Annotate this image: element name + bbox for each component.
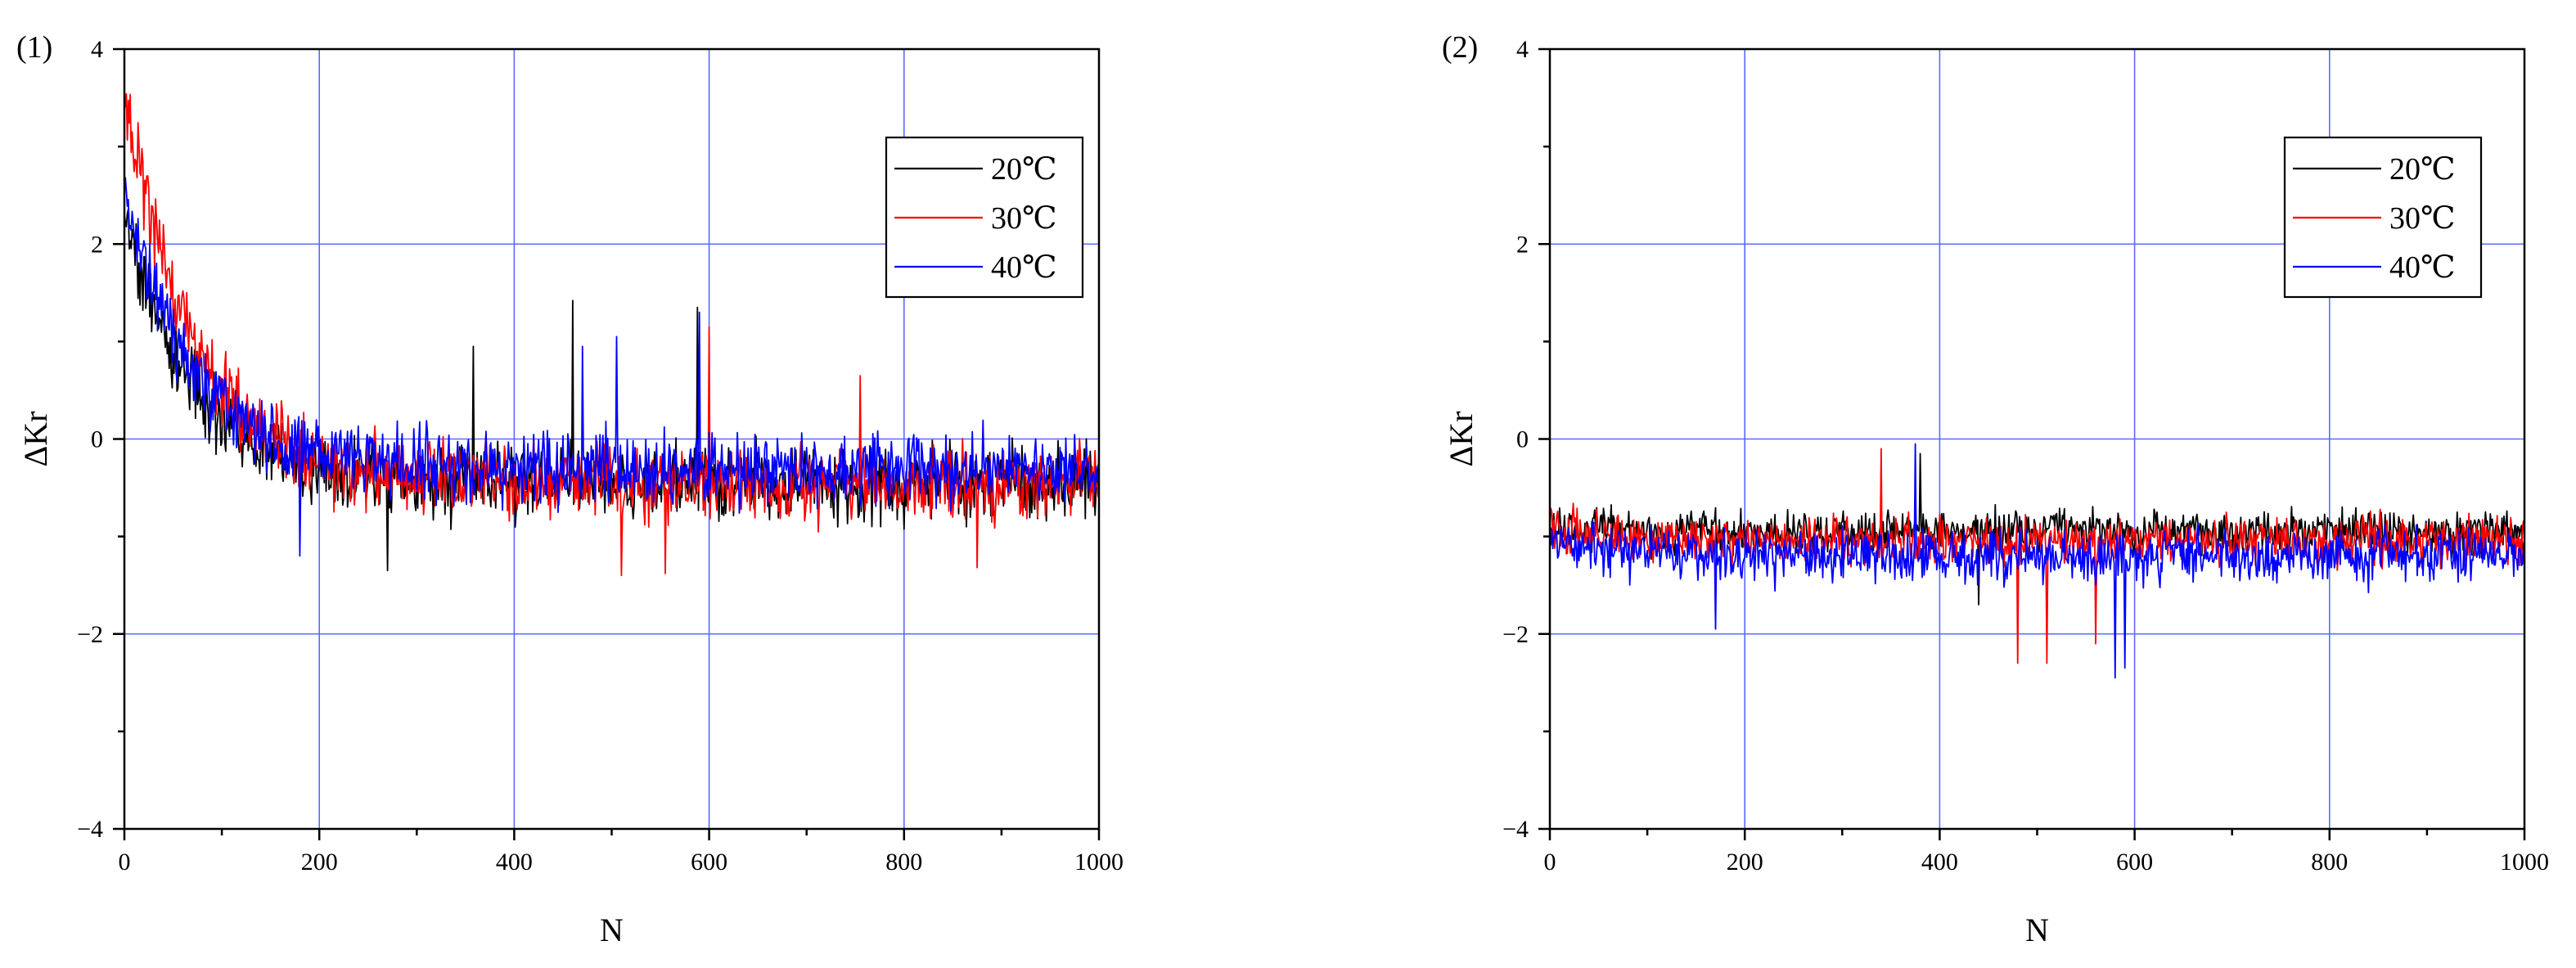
legend-label: 40℃ — [991, 250, 1057, 285]
legend-label: 20℃ — [991, 152, 1057, 187]
legend-label: 20℃ — [2389, 152, 2456, 187]
chart-panel-2: 0 200 400 600 800 1000 −4 −2 0 2 4 N ΔKr (2) 20℃ 30℃ 40℃ — [1442, 30, 2549, 948]
x-tick-label: 800 — [885, 849, 922, 876]
x-tick-label: 200 — [301, 849, 338, 876]
x-axis-title: N — [2025, 912, 2049, 948]
y-tick-label: 0 — [91, 426, 103, 453]
y-tick-label: 4 — [1516, 36, 1529, 63]
x-tick-label: 1000 — [2500, 849, 2549, 876]
legend: 20℃ 30℃ 40℃ — [885, 136, 1084, 299]
y-tick-label: 4 — [91, 36, 103, 63]
x-tick-label: 400 — [1921, 849, 1958, 876]
y-tick-label: −4 — [77, 816, 103, 843]
panel-label: (1) — [16, 30, 52, 65]
y-tick-label: −2 — [1502, 621, 1529, 648]
x-tick-label: 1000 — [1074, 849, 1124, 876]
y-tick-label: −2 — [77, 621, 103, 648]
y-tick-label: 0 — [1516, 426, 1529, 453]
series-line-3 — [124, 177, 1099, 557]
x-axis-title: N — [600, 912, 624, 948]
x-tick-label: 0 — [1544, 849, 1556, 876]
series-line-3 — [1550, 443, 2524, 679]
x-tick-label: 400 — [496, 849, 533, 876]
y-axis-title: ΔKr — [1443, 412, 1479, 467]
x-tick-label: 600 — [2116, 849, 2153, 876]
x-tick-label: 800 — [2311, 849, 2348, 876]
legend: 20℃ 30℃ 40℃ — [2283, 136, 2483, 299]
chart-panel-1: 0 200 400 600 800 1000 −4 −2 0 2 4 N ΔKr (1) 20℃ 30℃ 40℃ — [16, 30, 1124, 948]
series-line-2 — [1550, 448, 2524, 664]
legend-label: 30℃ — [2389, 201, 2456, 236]
y-tick-label: −4 — [1502, 816, 1529, 843]
panel-label: (2) — [1442, 30, 1478, 65]
x-tick-label: 0 — [119, 849, 131, 876]
y-axis-title: ΔKr — [17, 412, 54, 467]
legend-label: 30℃ — [991, 201, 1057, 236]
x-tick-label: 600 — [691, 849, 727, 876]
y-tick-label: 2 — [1516, 231, 1529, 258]
x-tick-label: 200 — [1727, 849, 1763, 876]
y-tick-label: 2 — [91, 231, 103, 258]
legend-label: 40℃ — [2389, 250, 2456, 285]
